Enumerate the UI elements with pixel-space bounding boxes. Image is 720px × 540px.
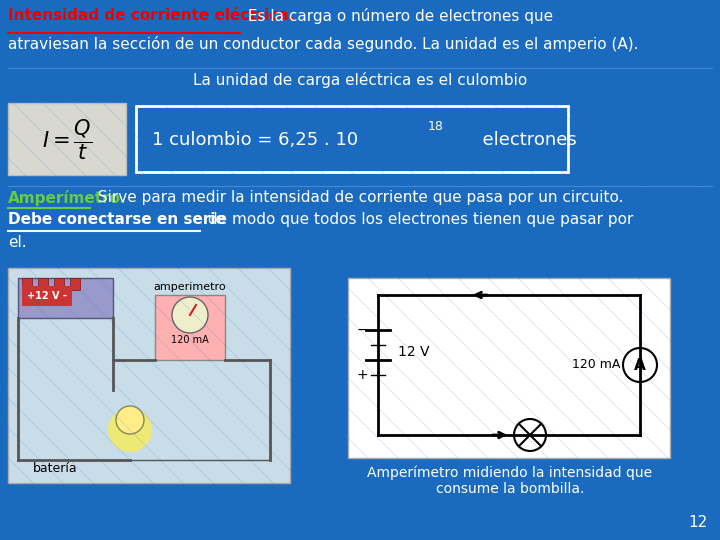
Text: +12 V -: +12 V - <box>27 291 67 301</box>
Text: Amperímetro.: Amperímetro. <box>8 190 127 206</box>
Text: −: − <box>356 323 368 337</box>
FancyBboxPatch shape <box>136 106 568 172</box>
FancyBboxPatch shape <box>8 103 126 175</box>
Bar <box>38 278 48 290</box>
Bar <box>348 278 670 458</box>
Text: Amperímetro midiendo la intensidad que: Amperímetro midiendo la intensidad que <box>367 465 652 480</box>
Text: $I = \dfrac{Q}{t}$: $I = \dfrac{Q}{t}$ <box>42 118 92 162</box>
Text: consume la bombilla.: consume la bombilla. <box>436 482 584 496</box>
Text: atraviesan la sección de un conductor cada segundo. La unidad es el amperio (A).: atraviesan la sección de un conductor ca… <box>8 36 639 52</box>
Bar <box>18 278 113 318</box>
Text: Debe conectarse en serie: Debe conectarse en serie <box>8 212 226 227</box>
Circle shape <box>514 419 546 451</box>
Circle shape <box>623 348 657 382</box>
Text: 120 mA: 120 mA <box>572 359 620 372</box>
Text: 18: 18 <box>428 119 444 132</box>
Text: Es la carga o número de electrones que: Es la carga o número de electrones que <box>243 8 553 24</box>
Text: 1 culombio = 6,25 . 10: 1 culombio = 6,25 . 10 <box>152 131 358 149</box>
Bar <box>70 278 80 290</box>
Circle shape <box>108 408 152 452</box>
Bar <box>54 278 64 290</box>
Text: La unidad de carga eléctrica es el culombio: La unidad de carga eléctrica es el culom… <box>193 72 527 88</box>
Circle shape <box>172 297 208 333</box>
Text: el.: el. <box>8 235 27 250</box>
Text: A: A <box>634 357 646 373</box>
Bar <box>22 278 32 290</box>
Text: Intensidad de corriente eléctrica.: Intensidad de corriente eléctrica. <box>8 8 294 23</box>
Bar <box>8 268 290 483</box>
Bar <box>155 295 225 360</box>
Text: amperimetro: amperimetro <box>153 282 226 292</box>
Text: 12: 12 <box>689 515 708 530</box>
Text: electrones: electrones <box>448 131 577 149</box>
Text: 120 mA: 120 mA <box>171 335 209 345</box>
Text: de modo que todos los electrones tienen que pasar por: de modo que todos los electrones tienen … <box>203 212 634 227</box>
Circle shape <box>116 406 144 434</box>
Text: batería: batería <box>32 462 77 475</box>
Text: Sirve para medir la intensidad de corriente que pasa por un circuito.: Sirve para medir la intensidad de corrie… <box>93 190 624 205</box>
Text: +: + <box>356 368 368 382</box>
Text: 12 V: 12 V <box>398 345 430 359</box>
